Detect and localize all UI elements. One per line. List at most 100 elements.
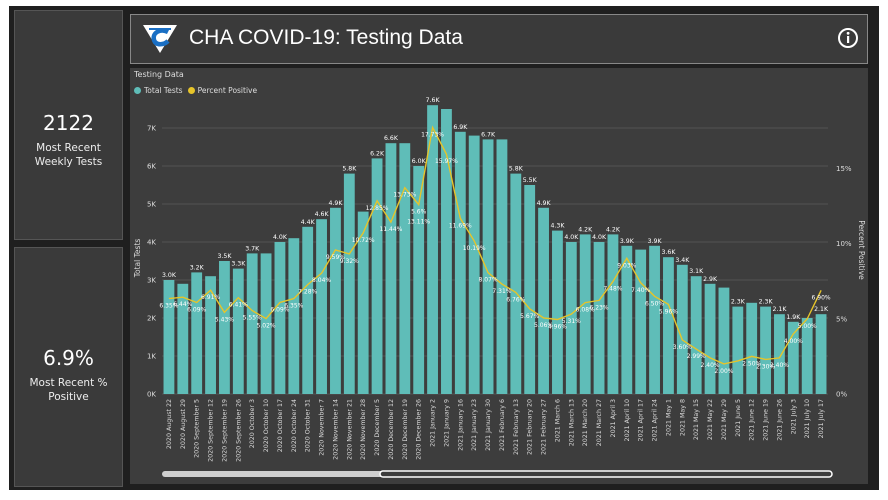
line-value-label: 7.28% <box>298 289 317 296</box>
x-tick-label: 2021 February 27 <box>541 399 548 455</box>
y-tick-label: 2K <box>147 315 156 323</box>
chart-panel: Testing Data Total Tests Percent Positiv… <box>130 68 868 484</box>
bar-value-label: 6.6K <box>384 135 399 142</box>
legend-label-total-tests: Total Tests <box>144 86 183 95</box>
x-tick-label: 2020 November 21 <box>346 399 353 460</box>
bar <box>676 264 688 394</box>
bar <box>205 276 216 394</box>
line-value-label: 2.40% <box>701 362 720 369</box>
bar <box>385 143 397 394</box>
bar-value-label: 3.5K <box>217 253 232 260</box>
y-tick-label: 6K <box>147 163 156 171</box>
bar <box>732 306 744 394</box>
line-value-label: 6.90% <box>812 294 831 301</box>
x-tick-label: 2021 June 12 <box>749 399 756 441</box>
bar <box>760 306 771 394</box>
info-icon[interactable] <box>837 27 859 49</box>
bar-value-label: 3.2K <box>190 264 205 271</box>
line-value-label: 12.85% <box>366 205 389 212</box>
bar <box>274 242 286 394</box>
x-tick-label: 2021 March 13 <box>568 399 575 446</box>
x-tick-label: 2021 February 6 <box>499 399 506 451</box>
bar-value-label: 3.9K <box>620 238 635 245</box>
bar <box>399 143 411 394</box>
bar-value-label: 2.9K <box>703 276 718 283</box>
line-value-label: 7.48% <box>603 286 622 293</box>
cha-logo-icon <box>143 25 177 53</box>
bar <box>801 318 813 394</box>
x-tick-label: 2020 December 26 <box>416 399 423 460</box>
x-tick-label: 2021 January 23 <box>471 399 478 451</box>
bar-value-label: 5.8K <box>509 166 524 173</box>
bar-value-label: 3.0K <box>162 272 177 279</box>
x-tick-label: 2021 January 2 <box>430 399 437 447</box>
line-value-label: 9.32% <box>340 258 359 265</box>
x-tick-label: 2021 June 19 <box>763 399 770 441</box>
x-tick-label: 2020 October 24 <box>291 399 298 452</box>
line-value-label: 3.60% <box>673 344 692 351</box>
bar <box>163 280 175 394</box>
horizontal-scrollbar-thumb[interactable] <box>379 470 833 478</box>
x-tick-label: 2020 September 19 <box>221 399 228 462</box>
line-value-label: 5.02% <box>257 323 276 330</box>
chart-title: Testing Data <box>134 70 184 79</box>
x-tick-label: 2021 April 17 <box>638 399 645 441</box>
line-value-label: 2.30% <box>756 363 775 370</box>
y-tick-label: 1K <box>147 353 156 361</box>
x-tick-label: 2021 February 13 <box>513 399 520 455</box>
x-tick-label: 2020 November 14 <box>332 399 339 460</box>
bar <box>468 135 480 394</box>
line-value-label: 13.73% <box>393 192 416 199</box>
bar <box>482 139 494 394</box>
kpi-weekly-tests-label: Most Recent Weekly Tests <box>15 141 122 169</box>
bar <box>232 268 244 394</box>
x-tick-label: 2021 July 17 <box>818 399 825 438</box>
line-value-label: 6.35% <box>284 303 303 310</box>
bar <box>704 283 716 394</box>
bar-value-label: 2.1K <box>814 306 829 313</box>
x-tick-label: 2020 October 31 <box>305 399 312 452</box>
bar <box>663 257 674 394</box>
bar-value-label: 7.6K <box>426 97 441 104</box>
y2-tick-label: 10% <box>836 240 852 248</box>
bar-value-label: 3.7K <box>245 245 260 252</box>
bar <box>316 219 327 394</box>
line-value-label: 4.00% <box>784 338 803 345</box>
x-tick-label: 2020 December 19 <box>402 399 409 460</box>
bar <box>343 173 355 394</box>
bar <box>510 173 522 394</box>
bar-value-label: 4.9K <box>537 200 552 207</box>
x-tick-label: 2021 June 26 <box>776 399 783 441</box>
bar <box>302 226 314 394</box>
bar-value-label: 4.2K <box>606 226 621 233</box>
chart-legend: Total Tests Percent Positive <box>134 86 257 95</box>
legend-marker-percent-positive <box>187 87 195 94</box>
bar <box>774 314 785 394</box>
bar <box>552 230 563 394</box>
kpi-percent-positive-label: Most Recent % Positive <box>15 376 122 404</box>
line-value-label: 5.67% <box>520 313 539 320</box>
line-value-label: 5.96% <box>659 308 678 315</box>
line-data-labels: 6.35%6.44%6.09%6.91%5.43%6.41%5.55%5.02%… <box>159 132 830 375</box>
line-value-label: 5.06% <box>534 322 553 329</box>
bar-value-label: 4.0K <box>273 234 288 241</box>
bar <box>441 109 452 394</box>
bar-value-label: 3.6K <box>661 249 676 256</box>
kpi-weekly-tests-label-line2: Weekly Tests <box>34 156 103 168</box>
bar <box>718 287 730 394</box>
line-value-label: 17.73% <box>421 132 444 139</box>
bar-value-label: 2.1K <box>772 306 787 313</box>
kpi-percent-positive-card: 6.9% Most Recent % Positive <box>14 247 123 487</box>
x-tick-label: 2021 July 10 <box>804 399 811 438</box>
bar <box>330 207 341 394</box>
bar <box>427 105 438 394</box>
x-tick-label: 2021 April 24 <box>652 399 659 441</box>
line-value-label: 6.09% <box>270 306 289 313</box>
line-value-label: 6.50% <box>645 300 664 307</box>
y-tick-label: 3K <box>147 277 156 285</box>
x-tick-label: 2020 December 5 <box>374 399 381 456</box>
bar <box>579 234 591 394</box>
bar-value-label: 3.3K <box>231 261 246 268</box>
kpi-percent-positive-label-line1: Most Recent % <box>29 377 108 389</box>
bar <box>635 249 647 394</box>
